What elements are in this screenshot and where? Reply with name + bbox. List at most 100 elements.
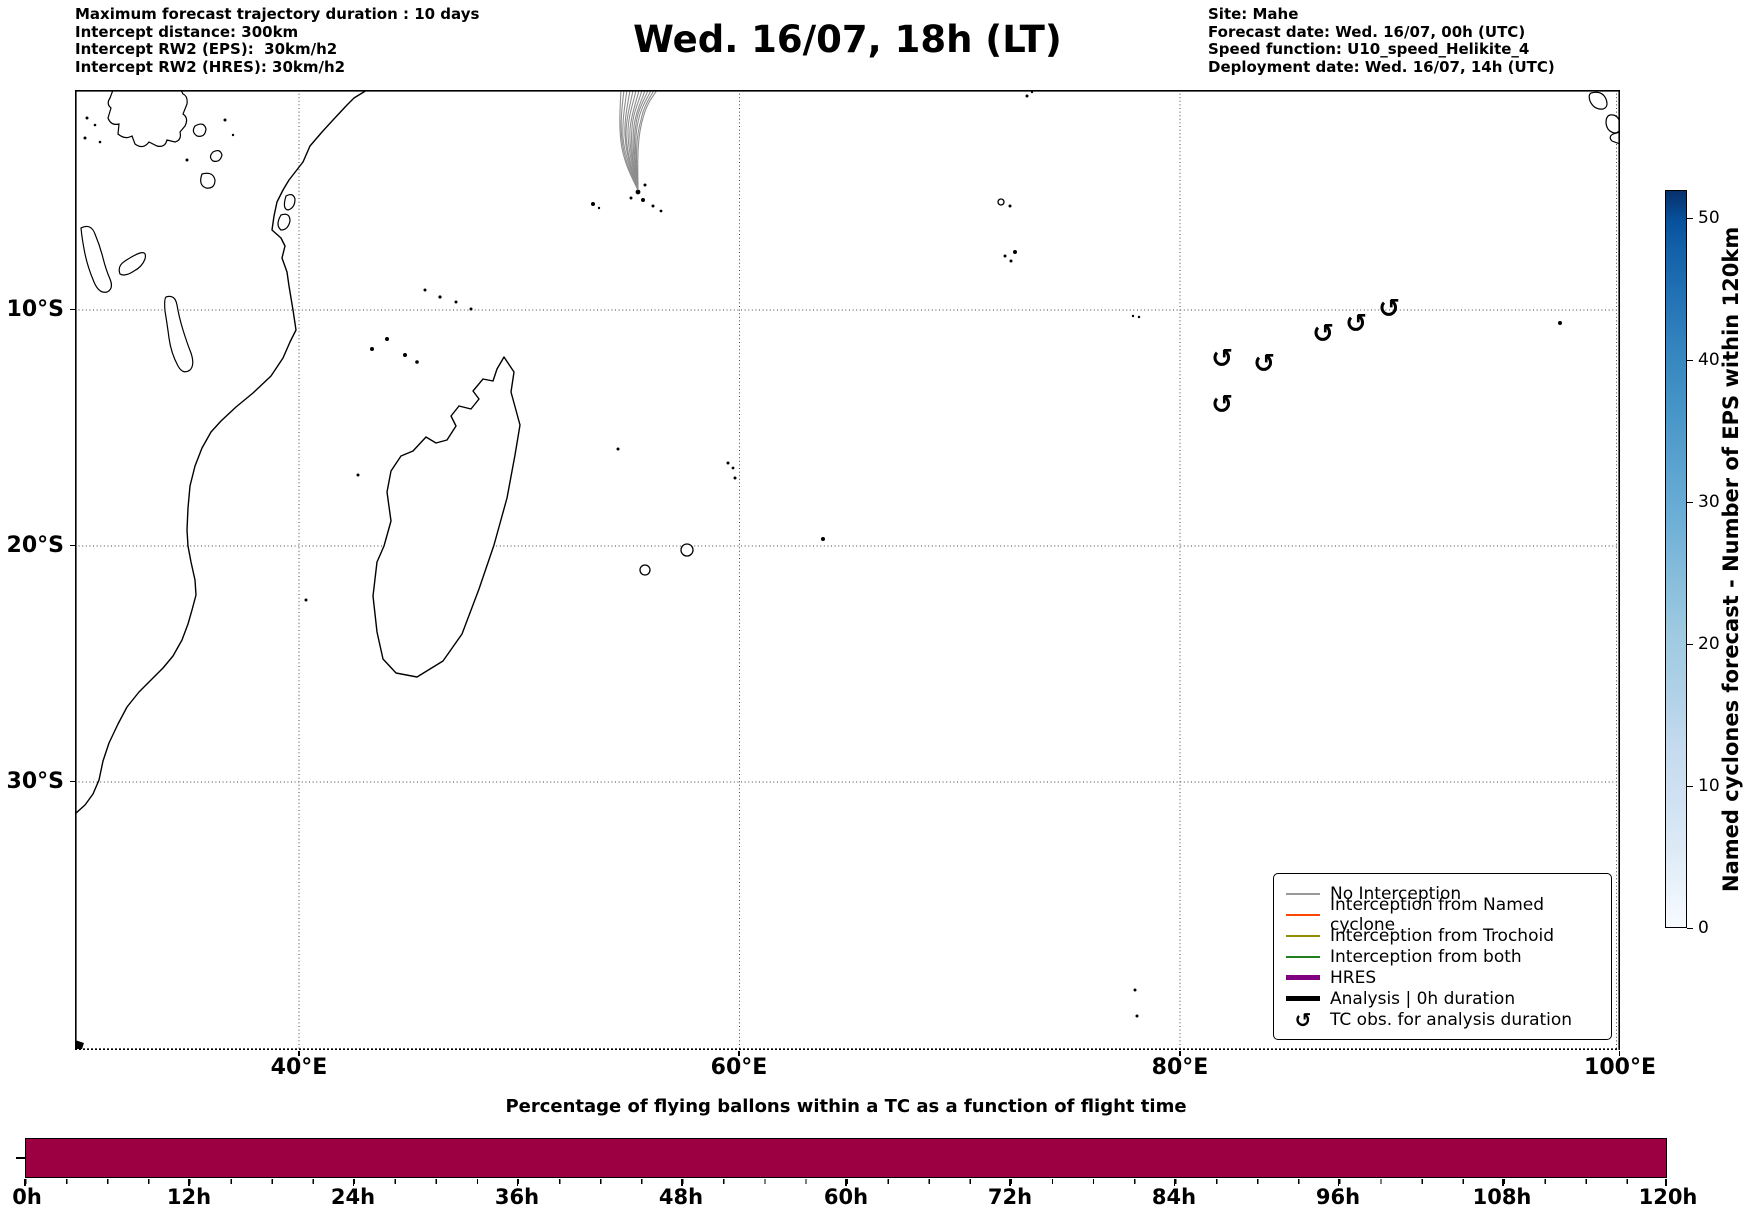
rodrigues-island (821, 537, 825, 541)
colorbar-tick-label: 0 (1698, 918, 1709, 938)
param-line: Intercept RW2 (EPS): 30km/h2 (75, 40, 338, 58)
legend-label: TC obs. for analysis duration (1330, 1009, 1573, 1030)
chagos-island (1009, 259, 1013, 263)
bottom-chart-major-tick (1337, 1179, 1340, 1186)
legend-item: HRES (1286, 967, 1599, 988)
legend-item: Analysis | 0h duration (1286, 988, 1599, 1009)
x-axis-tick (298, 1051, 300, 1056)
legend-item: No Interception (1286, 883, 1599, 904)
y-tick-label: 30°S (6, 769, 64, 794)
legend-label: Interception from both (1330, 946, 1522, 967)
line-swatch-icon (1286, 975, 1320, 980)
tc-observations: ↺ ↺ ↺ ↺ ↺ ↺ (1211, 294, 1400, 420)
lake-malawi (164, 295, 194, 373)
line-swatch-icon (1286, 934, 1320, 937)
amsterdam-island (1135, 1014, 1139, 1018)
legend-label: Interception from Named cyclone (1330, 894, 1545, 935)
cyclone-icon: ↺ (1253, 349, 1275, 379)
africa-coastline (75, 90, 368, 815)
comoros-island (415, 360, 419, 364)
legend-label: Analysis | 0h duration (1330, 988, 1516, 1009)
lake-victoria (107, 90, 188, 148)
param-line: Maximum forecast trajectory duration : 1… (75, 5, 480, 23)
y-axis-tick (70, 545, 75, 547)
aldabra-island (423, 288, 427, 292)
europa-island (304, 598, 308, 602)
aldabra-island (469, 307, 473, 311)
island-outline (1609, 131, 1620, 145)
chagos-island (1013, 250, 1017, 254)
page-title: Wed. 16/07, 18h (LT) (633, 18, 1062, 61)
bottom-chart-major-tick (681, 1179, 683, 1186)
cyclone-icon: ↺ (1345, 309, 1367, 339)
chagos-island (1008, 204, 1012, 208)
legend-item: Interception from Named cyclone (1286, 895, 1599, 935)
bottom-chart-tick-label: 24h (330, 1185, 376, 1209)
corner-coast-fragment (75, 1040, 84, 1049)
cyclone-icon: ↺ (1378, 294, 1400, 324)
lake-rukwa (118, 252, 147, 276)
map-frame (75, 90, 1620, 1050)
st-paul-island (1133, 988, 1137, 992)
tromelin-island (616, 447, 620, 451)
african-lakes (80, 90, 296, 373)
bottom-chart-major-tick (845, 1179, 847, 1186)
y-axis-tick (70, 781, 75, 783)
colorbar-tick-label: 10 (1698, 776, 1720, 796)
colorbar-tick (1687, 643, 1693, 645)
bottom-chart-major-tick (188, 1179, 190, 1186)
bottom-chart-tick-label: 0h (12, 1185, 42, 1209)
legend-item: Interception from both (1286, 946, 1599, 967)
balloon-trajectories (619, 90, 658, 191)
legend-label: No Interception (1330, 883, 1462, 904)
map-gridlines (75, 90, 1620, 1050)
percentage-bar (25, 1138, 1667, 1178)
x-tick-label: 60°E (710, 1055, 768, 1080)
small-lake (200, 172, 216, 189)
st-brandon-island (726, 461, 730, 465)
bottom-chart-major-tick (516, 1179, 519, 1186)
addu-atoll (1025, 94, 1029, 98)
chagos-island (1003, 254, 1007, 258)
legend-item: ↺ TC obs. for analysis duration (1286, 1009, 1599, 1030)
small-lake (192, 123, 207, 137)
seychelles-island (641, 198, 645, 202)
bottom-chart-major-tick (1009, 1179, 1011, 1186)
colorbar-tick (1687, 359, 1693, 361)
colorbar-tick-label: 50 (1698, 208, 1720, 228)
param-line: Forecast date: Wed. 16/07, 00h (UTC) (1208, 22, 1526, 41)
colorbar-tick-label: 40 (1698, 350, 1720, 370)
comoros-island (370, 347, 374, 351)
comoros-island (385, 337, 389, 341)
x-axis-tick (1618, 1051, 1620, 1056)
x-axis-tick (738, 1051, 740, 1056)
pemba-island (277, 213, 291, 231)
line-swatch-icon (1286, 955, 1320, 958)
bottom-chart-tick-label: 96h (1315, 1185, 1361, 1209)
x-tick-label: 100°E (1584, 1055, 1656, 1080)
x-axis-tick (1179, 1051, 1181, 1056)
bottom-chart-y-tick (16, 1157, 25, 1159)
cyclone-icon: ↺ (1294, 1007, 1312, 1032)
x-tick-label: 80°E (1151, 1055, 1209, 1080)
colorbar-tick (1687, 501, 1693, 503)
island-outline (1605, 114, 1620, 134)
mahe-island (635, 189, 641, 195)
juan-de-nova-island (356, 473, 360, 477)
bottom-chart-major-tick (352, 1179, 355, 1186)
st-brandon-island (731, 466, 735, 470)
legend-item: Interception from Trochoid (1286, 925, 1599, 946)
bottom-chart-major-tick (1502, 1179, 1504, 1186)
bottom-chart-major-tick (1173, 1179, 1176, 1186)
bottom-chart-tick-label: 48h (658, 1185, 704, 1209)
cyclone-icon: ↺ (1211, 390, 1233, 420)
cyclone-icon: ↺ (1312, 319, 1334, 349)
header-left-params: Maximum forecast trajectory duration : 1… (75, 5, 480, 76)
y-tick-label: 10°S (6, 297, 64, 322)
colorbar-tick (1687, 927, 1693, 929)
lake-tanganyika (80, 225, 113, 293)
line-swatch-icon (1286, 892, 1320, 895)
y-axis-tick (70, 309, 75, 311)
map-panel: ↺ ↺ ↺ ↺ ↺ ↺ (75, 90, 1620, 1050)
